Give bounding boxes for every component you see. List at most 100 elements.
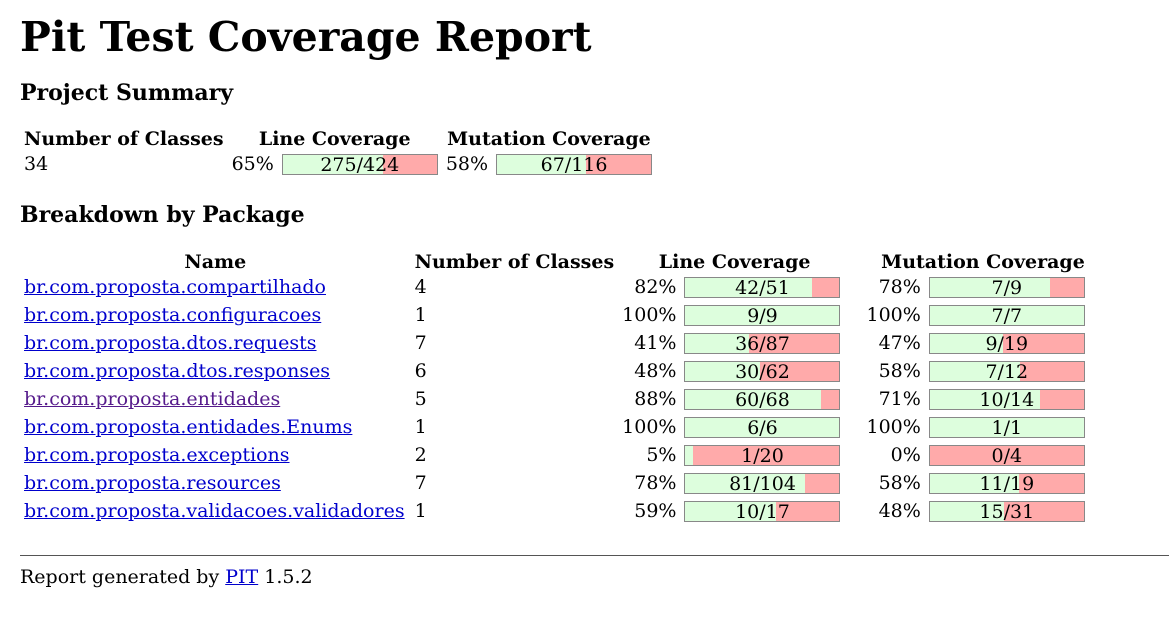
package-classes: 2 <box>414 444 427 466</box>
summary-mutation-bar-fill <box>497 154 586 174</box>
package-line-bar-fill <box>685 501 777 521</box>
package-classes: 4 <box>414 276 427 298</box>
package-link[interactable]: br.com.proposta.exceptions <box>24 444 290 466</box>
page-title: Pit Test Coverage Report <box>20 13 592 61</box>
package-classes: 5 <box>414 388 427 410</box>
package-mutation-label: 9/19 <box>985 332 1029 355</box>
package-line-pct: 82% <box>634 276 677 298</box>
summary-row: 34 65% 275/424 58% 67/116 <box>20 150 656 178</box>
footer: Report generated by PIT 1.5.2 <box>20 565 313 589</box>
summary-mutation-label: 67/116 <box>540 153 608 176</box>
summary-line-bar: 275/424 <box>281 153 438 175</box>
package-mutation-bar-fill <box>929 473 1019 493</box>
project-summary-heading: Project Summary <box>20 80 234 106</box>
package-link[interactable]: br.com.proposta.dtos.requests <box>24 332 317 354</box>
breakdown-heading: Breakdown by Package <box>20 202 305 228</box>
header-number-of-classes: Number of Classes <box>414 251 615 273</box>
package-mutation-pct: 0% <box>890 444 921 466</box>
package-line-bar: 6/6 <box>684 416 841 439</box>
summary-line-bar-fill <box>282 154 383 174</box>
package-link[interactable]: br.com.proposta.entidades.Enums <box>24 416 353 438</box>
package-line-pct: 100% <box>622 304 677 326</box>
package-classes: 1 <box>414 500 427 522</box>
summary-mutation-pct: 58% <box>445 153 489 175</box>
package-mutation-bar-fill <box>929 305 1084 325</box>
summary-line-pct: 65% <box>231 153 274 175</box>
package-line-pct: 100% <box>622 416 677 438</box>
package-line-bar-fill <box>685 389 822 409</box>
package-mutation-bar: 15/31 <box>928 500 1085 523</box>
package-line-pct: 5% <box>646 444 677 466</box>
package-mutation-bar-fill <box>929 417 1084 437</box>
package-line-bar: 36/87 <box>684 332 841 355</box>
table-row: br.com.proposta.dtos.requests 7 41% 36/87 47… <box>20 329 1089 357</box>
package-classes: 7 <box>414 472 427 494</box>
package-mutation-label: 7/12 <box>985 360 1029 383</box>
package-link[interactable]: br.com.proposta.entidades <box>24 388 281 410</box>
package-line-label: 60/68 <box>735 388 790 411</box>
table-row: br.com.proposta.resources 7 78% 81/104 58% 11… <box>20 469 1089 497</box>
package-mutation-pct: 100% <box>866 304 921 326</box>
package-line-label: 6/6 <box>747 416 778 439</box>
package-mutation-pct: 100% <box>866 416 921 438</box>
table-row: br.com.proposta.exceptions 2 5% 1/20 0% 0/4 <box>20 441 1089 469</box>
package-line-bar: 81/104 <box>684 472 841 494</box>
package-mutation-pct: 58% <box>878 472 921 494</box>
package-classes: 6 <box>414 360 427 382</box>
package-mutation-label: 1/1 <box>991 416 1023 439</box>
header-mutation-coverage: Mutation Coverage <box>881 251 1085 273</box>
table-row: br.com.proposta.entidades.Enums 1 100% 6/6 1… <box>20 413 1089 441</box>
package-mutation-bar: 7/9 <box>928 276 1085 298</box>
package-line-label: 9/9 <box>747 304 778 327</box>
package-link[interactable]: br.com.proposta.dtos.responses <box>24 360 331 382</box>
summary-mutation-bar: 67/116 <box>496 153 653 176</box>
package-line-bar: 10/17 <box>684 500 841 523</box>
table-row: br.com.proposta.compartilhado 4 82% 42/51 78… <box>20 273 1089 301</box>
table-row: br.com.proposta.configuracoes 1 100% 9/9 100… <box>20 301 1089 329</box>
package-line-label: 36/87 <box>735 332 790 355</box>
package-mutation-pct: 47% <box>878 332 921 354</box>
footer-version: 1.5.2 <box>264 566 313 588</box>
summary-classes: 34 <box>24 153 49 175</box>
package-mutation-pct: 48% <box>878 500 921 522</box>
package-line-label: 30/62 <box>735 360 790 383</box>
package-classes: 7 <box>414 332 427 354</box>
package-line-bar: 9/9 <box>684 304 841 327</box>
package-mutation-label: 0/4 <box>991 444 1023 467</box>
package-line-bar-fill <box>685 305 840 325</box>
package-line-bar-fill <box>685 277 813 297</box>
package-mutation-bar-fill <box>929 361 1020 381</box>
pit-link[interactable]: PIT <box>225 566 259 588</box>
footer-divider <box>20 555 1169 556</box>
package-mutation-label: 10/14 <box>979 388 1035 411</box>
package-mutation-bar: 0/4 <box>928 444 1085 467</box>
package-mutation-bar-fill <box>929 501 1005 521</box>
package-line-pct: 88% <box>634 388 677 410</box>
package-line-pct: 48% <box>634 360 677 382</box>
package-line-bar-fill <box>685 333 750 353</box>
project-summary-table: Number of Classes Line Coverage Mutation… <box>20 128 656 178</box>
table-row: br.com.proposta.entidades 5 88% 60/68 71% 10/… <box>20 385 1089 413</box>
package-line-label: 42/51 <box>735 276 790 299</box>
package-mutation-bar-fill <box>929 277 1050 297</box>
package-line-label: 1/20 <box>741 444 784 467</box>
package-line-bar-fill <box>685 361 760 381</box>
header-line-coverage: Line Coverage <box>658 251 811 273</box>
package-line-bar: 60/68 <box>684 388 841 411</box>
package-link[interactable]: br.com.proposta.resources <box>24 472 281 494</box>
package-link[interactable]: br.com.proposta.compartilhado <box>24 276 326 298</box>
package-line-label: 10/17 <box>735 500 790 523</box>
package-link[interactable]: br.com.proposta.validacoes.validadores <box>24 500 405 522</box>
package-line-bar-fill <box>685 417 840 437</box>
package-mutation-bar: 11/19 <box>928 472 1085 494</box>
package-link[interactable]: br.com.proposta.configuracoes <box>24 304 322 326</box>
footer-prefix: Report generated by <box>20 566 220 588</box>
package-line-pct: 59% <box>634 500 677 522</box>
header-name: Name <box>184 251 247 273</box>
package-mutation-label: 15/31 <box>979 500 1035 523</box>
package-line-bar-fill <box>685 445 694 465</box>
table-row: br.com.proposta.validacoes.validadores 1 5… <box>20 497 1089 525</box>
header-line-coverage: Line Coverage <box>258 128 411 150</box>
package-mutation-pct: 58% <box>878 360 921 382</box>
header-number-of-classes: Number of Classes <box>24 128 224 150</box>
